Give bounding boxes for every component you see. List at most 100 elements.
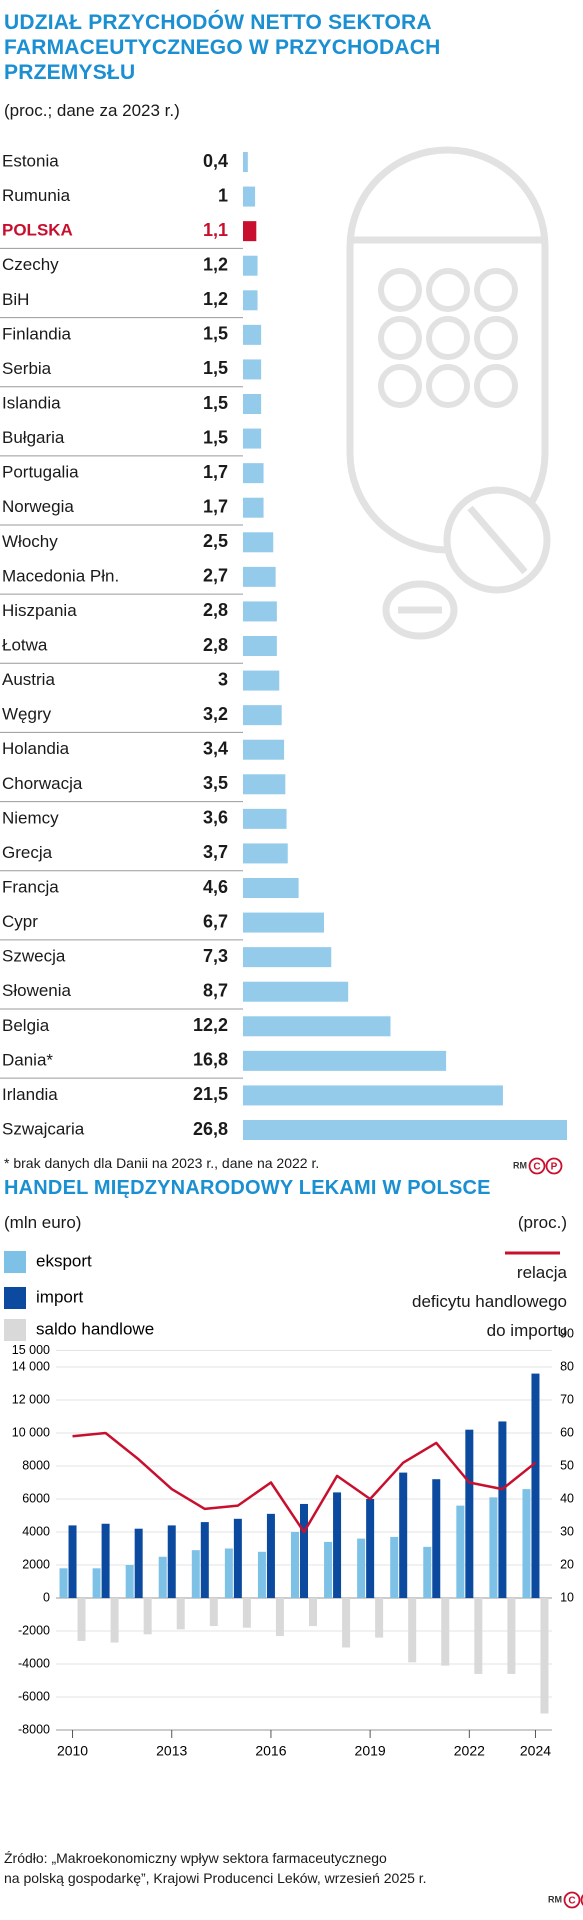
category-label: Norwegia (2, 497, 74, 516)
bar (243, 566, 276, 587)
bar (243, 152, 248, 172)
bar (125, 1565, 134, 1598)
credit: RM (548, 1894, 562, 1904)
value-label: 1,7 (203, 496, 228, 516)
bar (243, 981, 349, 1002)
bar (243, 463, 264, 484)
category-label: POLSKA (2, 221, 73, 240)
value-label: 3,4 (203, 738, 228, 758)
bar (243, 774, 286, 795)
footnote: * brak danych dla Danii na 2023 r., dane… (4, 1155, 320, 1171)
bar (408, 1598, 417, 1663)
bar (456, 1505, 465, 1598)
bar (333, 1492, 342, 1598)
value-label: 3,6 (203, 808, 228, 828)
value-label: 3,7 (203, 842, 228, 862)
badge-letter: P (551, 1162, 558, 1173)
x-tick-label: 2016 (255, 1743, 286, 1759)
bar (209, 1598, 218, 1627)
category-label: Belgia (2, 1016, 50, 1035)
bar (243, 912, 324, 933)
bar (176, 1598, 185, 1630)
chart-subtitle: (proc.; dane za 2023 r.) (4, 101, 180, 120)
x-tick-label: 2010 (57, 1743, 88, 1759)
legend-label: eksport (36, 1251, 92, 1270)
value-label: 6,7 (203, 911, 228, 931)
y2-tick-label: 40 (560, 1491, 574, 1505)
y-tick-label: 12 000 (12, 1392, 50, 1406)
bar (243, 601, 277, 622)
category-label: Estonia (2, 151, 59, 170)
bar (243, 636, 277, 656)
category-label: Portugalia (2, 463, 79, 482)
category-label: Francja (2, 877, 59, 896)
bar (507, 1598, 516, 1674)
y-tick-label: -8000 (18, 1722, 50, 1736)
bar (243, 878, 299, 898)
bar (134, 1528, 143, 1598)
legend-label: saldo handlowe (36, 1319, 154, 1338)
chart-title: HANDEL MIĘDZYNARODOWY LEKAMI W POLSCE (4, 1177, 491, 1199)
category-label: Dania* (2, 1050, 53, 1069)
tablet-groove (467, 505, 528, 575)
bar (243, 359, 262, 380)
bar (77, 1598, 86, 1641)
category-label: Łotwa (2, 635, 48, 654)
y2-tick-label: 30 (560, 1524, 574, 1538)
value-label: 3 (218, 669, 228, 689)
y2-tick-label: 10 (560, 1590, 574, 1604)
bar (465, 1429, 474, 1598)
value-label: 3,2 (203, 704, 228, 724)
value-label: 26,8 (193, 1119, 228, 1139)
category-label: Węgry (2, 705, 52, 724)
bar (243, 843, 288, 864)
y2-tick-label: 80 (560, 1359, 574, 1373)
bar (167, 1525, 176, 1598)
capsule-dots (378, 268, 518, 408)
category-label: Irlandia (2, 1085, 58, 1104)
category-label: Rumunia (2, 186, 71, 205)
category-label: Cypr (2, 912, 38, 931)
bar (474, 1598, 483, 1674)
value-label: 2,7 (203, 566, 228, 586)
bar (243, 739, 285, 760)
value-label: 1,5 (203, 393, 228, 413)
bar (243, 670, 280, 691)
bar (324, 1541, 333, 1598)
category-label: Chorwacja (2, 774, 83, 793)
category-label: Szwajcaria (2, 1119, 85, 1138)
y-axis-label: (mln euro) (4, 1213, 82, 1232)
legend-label: import (36, 1287, 84, 1306)
bar (531, 1373, 540, 1598)
bar (366, 1499, 375, 1598)
bar (158, 1556, 167, 1598)
line (72, 1431, 537, 1534)
bar (399, 1472, 408, 1598)
value-label: 0,4 (203, 151, 228, 171)
value-label: 2,8 (203, 600, 228, 620)
category-label: Słowenia (2, 981, 72, 1000)
bar (243, 497, 264, 518)
bar (243, 394, 262, 414)
y2-tick-label: 20 (560, 1557, 574, 1571)
value-label: 21,5 (193, 1084, 228, 1104)
bar (357, 1538, 366, 1598)
category-label: BiH (2, 290, 29, 309)
bar (540, 1598, 549, 1714)
bar (522, 1489, 531, 1598)
y-tick-label: 4000 (22, 1524, 50, 1538)
bar (300, 1503, 308, 1598)
badge-circle (545, 1157, 563, 1175)
legend-label: relacja deficytu handlowego do importu (411, 1263, 567, 1340)
category-label: Holandia (2, 739, 70, 758)
badge-letter: C (568, 1896, 575, 1907)
badge-circle (528, 1157, 546, 1175)
category-label: Czechy (2, 255, 59, 274)
y-tick-label: -6000 (18, 1689, 50, 1703)
y-tick-label: -4000 (18, 1656, 50, 1670)
bar (191, 1550, 200, 1598)
y-tick-label: 14 000 (12, 1359, 50, 1373)
y-tick-label: 6000 (22, 1491, 50, 1505)
